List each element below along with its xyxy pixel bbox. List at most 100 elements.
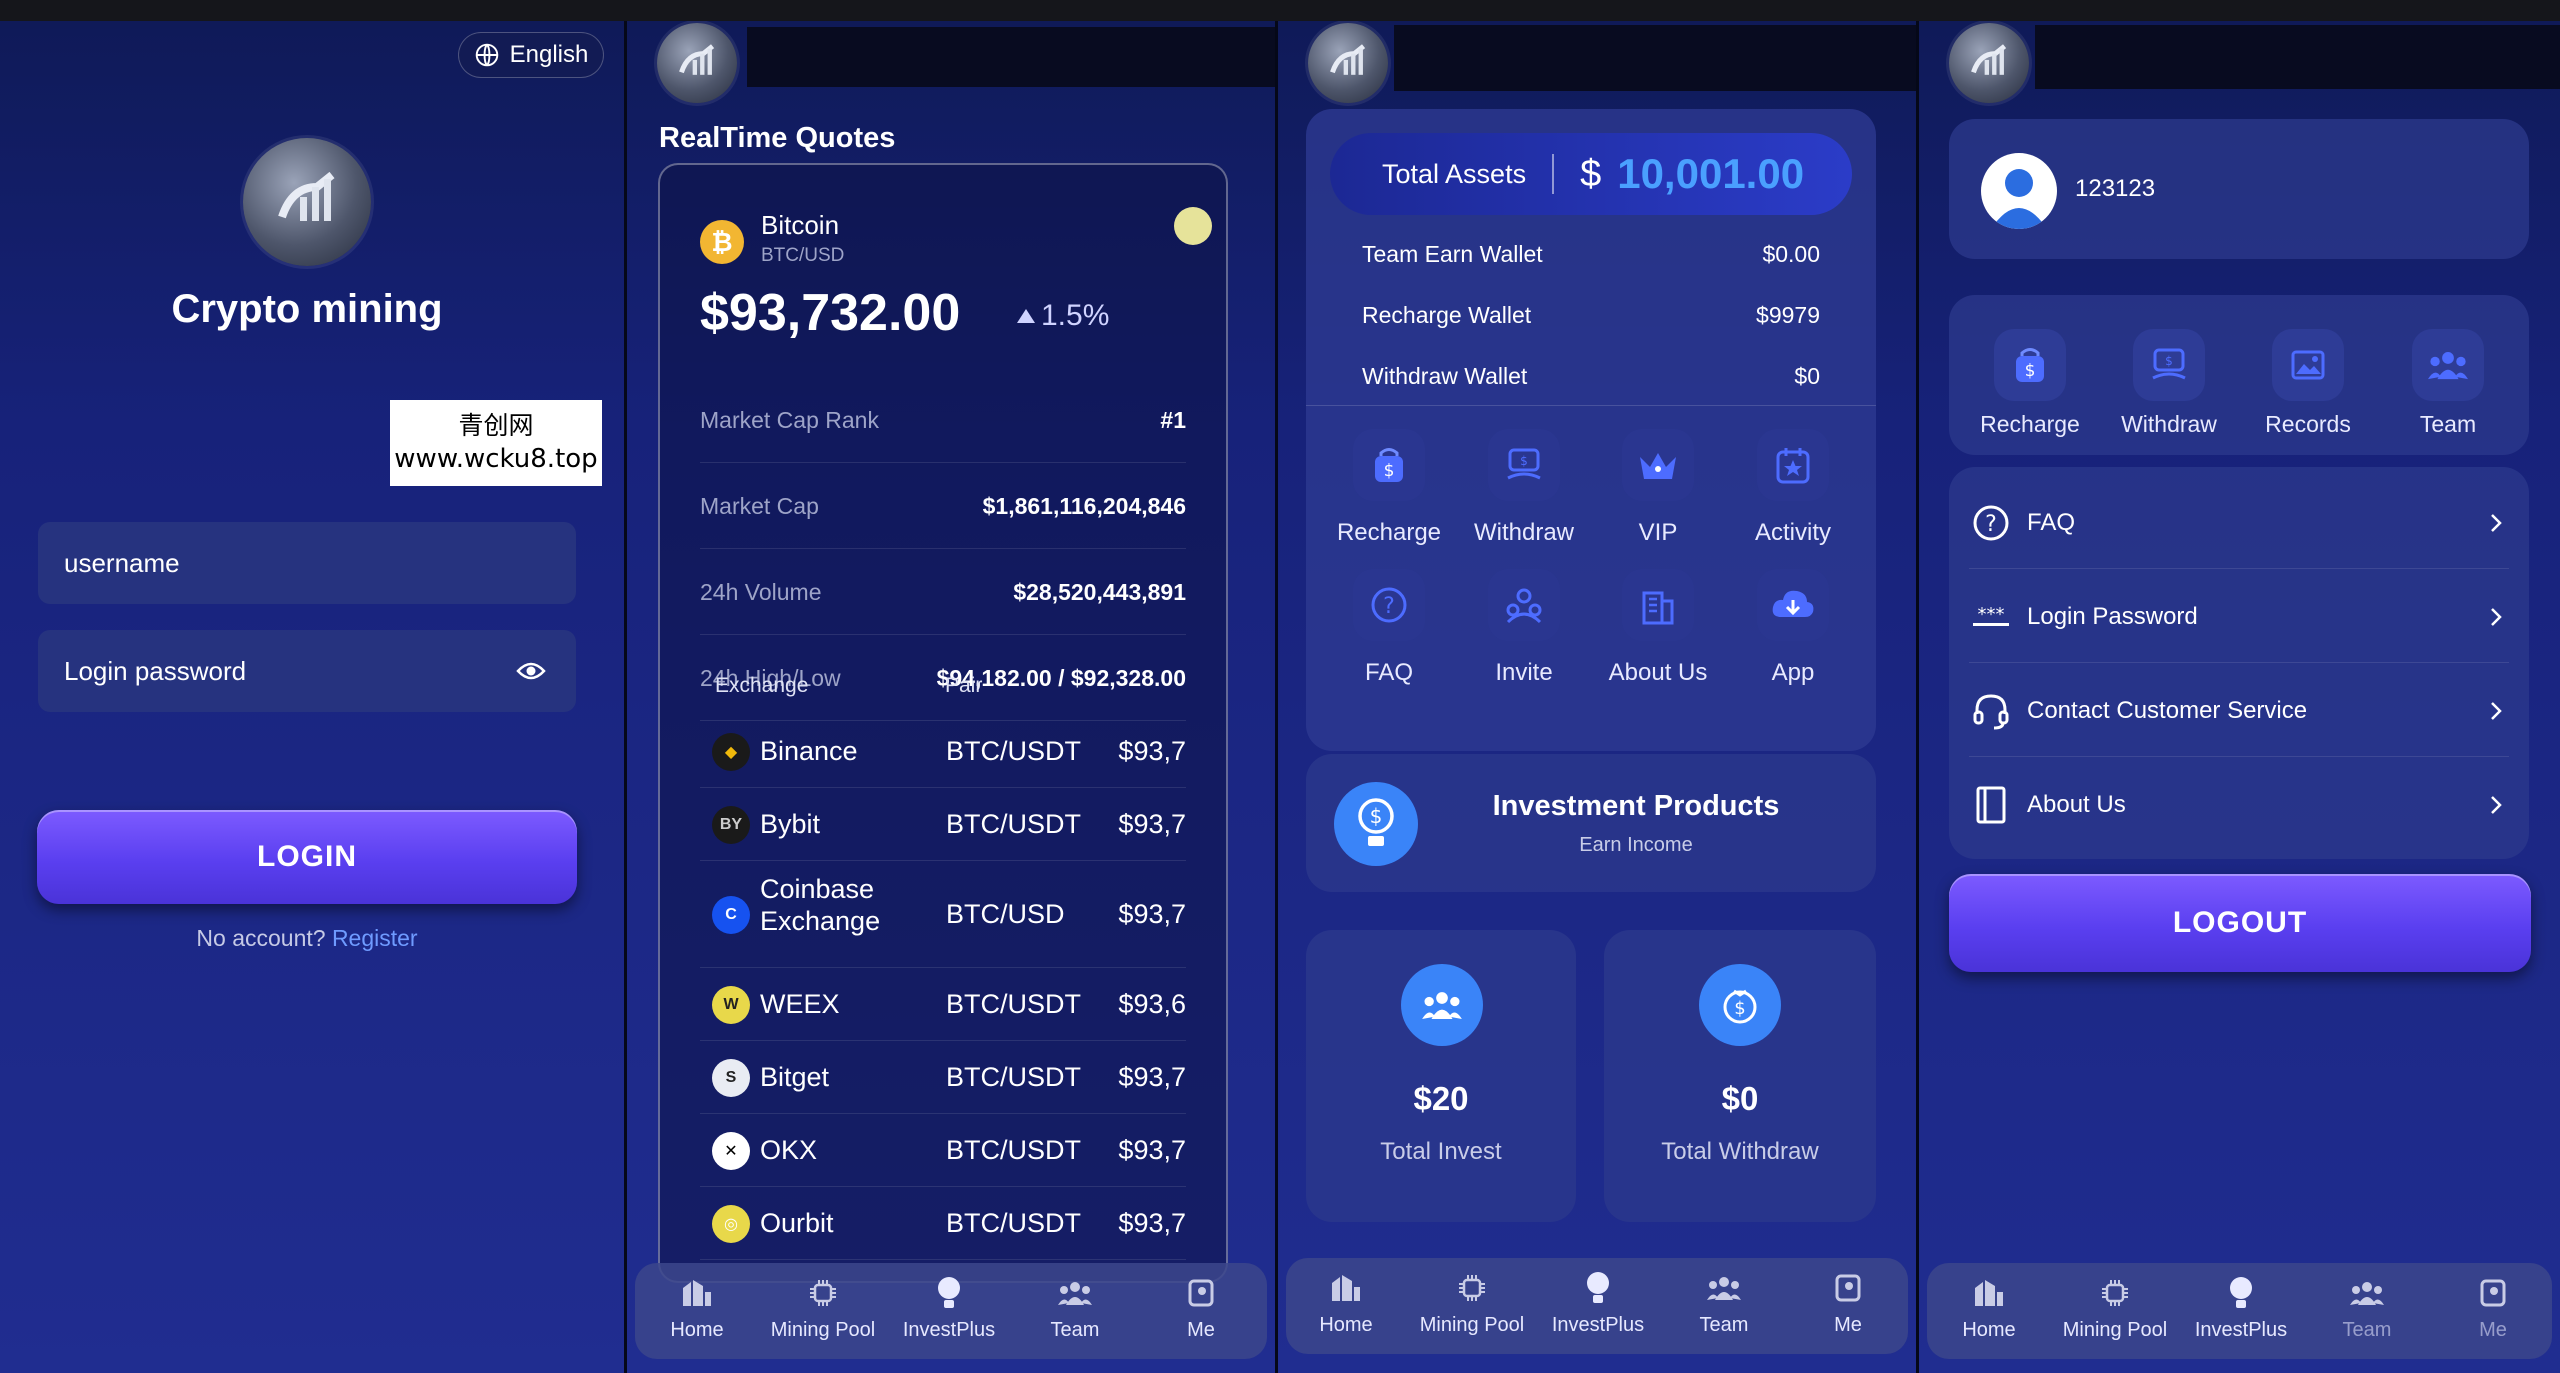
total-withdraw-icon: $: [1699, 964, 1781, 1046]
home-icon: [1975, 1280, 2003, 1306]
language-selector[interactable]: English: [458, 32, 604, 78]
nav-me-label: Me: [2479, 1319, 2507, 1341]
stat-row: Market Cap $1,861,116,204,846: [700, 463, 1186, 549]
nav-team[interactable]: Team: [2307, 1273, 2427, 1342]
nav-investplus[interactable]: InvestPlus: [2181, 1273, 2301, 1342]
shortcut-withdraw[interactable]: $ Withdraw: [2109, 329, 2229, 441]
panel-divider: [1275, 21, 1278, 1373]
exchange-name: Ourbit: [760, 1207, 834, 1238]
chevron-right-icon: [2491, 701, 2502, 720]
action-withdraw[interactable]: $ Withdraw: [1464, 429, 1584, 559]
bybit-logo: BY: [712, 805, 750, 844]
action-label: VIP: [1638, 519, 1678, 546]
chevron-right-icon: [2491, 796, 2502, 814]
image-icon: [2272, 329, 2344, 401]
nav-team[interactable]: Team: [1664, 1268, 1784, 1337]
menu-login-password[interactable]: *** Login Password: [1969, 571, 2509, 663]
shortcuts-card: $ Recharge $ Withdraw Records Team: [1949, 295, 2529, 455]
nav-home[interactable]: Home: [1286, 1268, 1406, 1337]
action-label: App: [1771, 659, 1815, 686]
team-icon: [1707, 1277, 1741, 1300]
nav-mining-pool[interactable]: Mining Pool: [763, 1273, 883, 1342]
nav-mining-pool[interactable]: Mining Pool: [2055, 1273, 2175, 1342]
exchange-pair: BTC/USDT: [946, 988, 1081, 1019]
shortcut-team[interactable]: Team: [2388, 329, 2508, 441]
currency-symbol: $: [1580, 152, 1602, 195]
action-faq[interactable]: ? FAQ: [1329, 569, 1449, 699]
action-app[interactable]: App: [1733, 569, 1853, 699]
exchange-name: WEEX: [760, 988, 840, 1019]
exchange-name: Coinbase Exchange: [760, 874, 881, 936]
no-account-text: No account?: [196, 925, 326, 951]
logout-button[interactable]: LOGOUT: [1949, 874, 2531, 972]
total-invest-value: $20: [1413, 1080, 1469, 1117]
exchange-row[interactable]: W WEEX BTC/USDT $93,6: [700, 968, 1186, 1041]
nav-investplus[interactable]: InvestPlus: [889, 1273, 1009, 1342]
exchange-row[interactable]: ✕ OKX BTC/USDT $93,7: [700, 1114, 1186, 1187]
action-vip[interactable]: VIP: [1598, 429, 1718, 559]
avatar[interactable]: [1981, 153, 2057, 229]
stat-value: $94,182.00 / $92,328.00: [936, 665, 1186, 691]
exchange-price: $93,7: [1118, 735, 1186, 766]
exchange-row[interactable]: BY Bybit BTC/USDT $93,7: [700, 788, 1186, 861]
ourbit-logo: ◎: [712, 1204, 750, 1243]
nav-me[interactable]: Me: [1788, 1268, 1908, 1337]
header-redacted-bar: [1394, 25, 1916, 91]
okx-logo: ✕: [712, 1131, 750, 1170]
nav-home[interactable]: Home: [637, 1273, 757, 1342]
withdraw-icon: $: [1488, 429, 1560, 501]
nav-me[interactable]: Me: [2433, 1273, 2553, 1342]
bulb-icon: [938, 1277, 960, 1308]
total-withdraw-value: $0: [1721, 1080, 1759, 1117]
username-field[interactable]: username: [38, 522, 576, 604]
svg-text:$: $: [1520, 454, 1528, 468]
quotes-title: RealTime Quotes: [659, 122, 896, 154]
action-invite[interactable]: Invite: [1464, 569, 1584, 699]
eye-icon[interactable]: [516, 660, 546, 682]
login-button[interactable]: LOGIN: [37, 810, 577, 904]
price-change-value: 1.5%: [1041, 299, 1110, 332]
exchange-row[interactable]: S Bitget BTC/USDT $93,7: [700, 1041, 1186, 1114]
menu-label: Contact Customer Service: [2027, 696, 2308, 724]
bitget-logo: S: [712, 1058, 750, 1097]
nav-home[interactable]: Home: [1929, 1273, 2049, 1342]
menu-contact-customer-service[interactable]: Contact Customer Service: [1969, 665, 2509, 757]
investment-products-card[interactable]: $ Investment Products Earn Income: [1306, 754, 1876, 892]
nav-mining-pool[interactable]: Mining Pool: [1412, 1268, 1532, 1337]
bulb-dollar-icon: $: [1358, 798, 1394, 846]
password-field[interactable]: Login password: [38, 630, 576, 712]
register-prompt: No account? Register: [0, 925, 614, 952]
total-invest-label: Total Invest: [1380, 1138, 1502, 1165]
menu-card: ? FAQ *** Login Password Contact Custome…: [1949, 467, 2529, 859]
action-label: FAQ: [1364, 659, 1413, 686]
withdraw-icon: $: [2133, 329, 2205, 401]
exchange-pair: BTC/USDT: [946, 735, 1081, 766]
menu-faq[interactable]: ? FAQ: [1969, 477, 2509, 569]
exchange-pair: BTC/USD: [946, 898, 1065, 929]
stat-label: Market Cap Rank: [700, 407, 879, 433]
exchange-price: $93,6: [1118, 988, 1186, 1019]
nav-team-label: Team: [1050, 1319, 1100, 1341]
action-label: Invite: [1495, 659, 1553, 686]
timer-icon[interactable]: [1174, 207, 1212, 245]
question-icon: ?: [1969, 504, 2013, 542]
action-activity[interactable]: Activity: [1733, 429, 1853, 559]
bottom-nav: Home Mining Pool InvestPlus Team Me: [1927, 1263, 2552, 1359]
action-recharge[interactable]: $ Recharge: [1329, 429, 1449, 559]
stat-label: Market Cap: [700, 493, 819, 519]
nav-me[interactable]: Me: [1141, 1273, 1261, 1342]
nav-investplus-label: InvestPlus: [902, 1319, 996, 1341]
exchange-row[interactable]: ◎ Ourbit BTC/USDT $93,7: [700, 1187, 1186, 1260]
register-link[interactable]: Register: [331, 925, 418, 951]
shortcut-recharge[interactable]: $ Recharge: [1970, 329, 2090, 441]
nav-team[interactable]: Team: [1015, 1273, 1135, 1342]
exchange-row[interactable]: ◆ Binance BTC/USDT $93,7: [700, 715, 1186, 788]
exchange-row[interactable]: C Coinbase Exchange BTC/USD $93,7: [700, 861, 1186, 968]
book-icon: [1969, 786, 2013, 824]
action-about-us[interactable]: About Us: [1598, 569, 1718, 699]
nav-investplus[interactable]: InvestPlus: [1538, 1268, 1658, 1337]
svg-text:$: $: [1384, 461, 1395, 481]
menu-about-us[interactable]: About Us: [1969, 759, 2509, 851]
exchange-price: $93,7: [1118, 808, 1186, 839]
shortcut-records[interactable]: Records: [2248, 329, 2368, 441]
